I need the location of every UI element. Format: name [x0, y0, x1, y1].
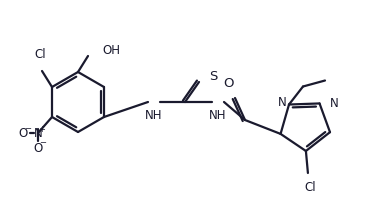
Text: Cl: Cl [34, 48, 46, 61]
Text: NH: NH [209, 109, 227, 122]
Text: −: − [25, 125, 32, 134]
Text: OH: OH [102, 44, 120, 57]
Text: +: + [39, 125, 46, 134]
Text: Cl: Cl [304, 181, 316, 194]
Text: N: N [278, 96, 287, 109]
Text: S: S [209, 70, 217, 82]
Text: O: O [18, 126, 28, 139]
Text: O: O [224, 77, 234, 90]
Text: NH: NH [145, 109, 163, 122]
Text: N: N [34, 126, 43, 139]
Text: −: − [40, 139, 46, 147]
Text: N: N [329, 97, 338, 110]
Text: O: O [33, 141, 43, 154]
